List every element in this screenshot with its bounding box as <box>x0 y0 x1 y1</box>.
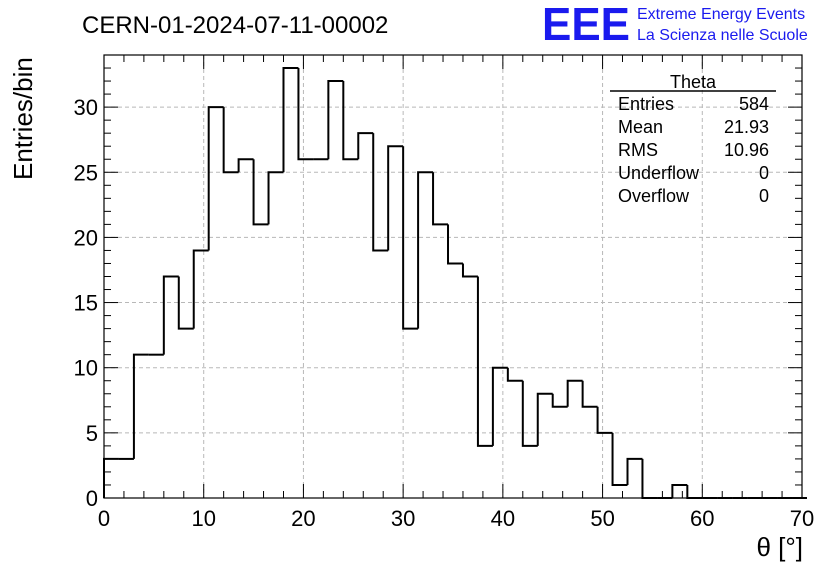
y-tick-label: 0 <box>86 486 98 511</box>
stats-rows: Entries 584 Mean 21.93 RMS 10.96 Underflow 0 Ove… <box>618 94 769 206</box>
stats-value: 584 <box>739 94 769 114</box>
histogram-bin <box>342 81 359 161</box>
histogram-bin <box>177 276 194 330</box>
histogram-bin <box>447 224 463 265</box>
stats-value: 10.96 <box>724 140 769 160</box>
stats-label: Mean <box>618 117 663 137</box>
histogram-bin <box>357 132 374 160</box>
histogram-bin <box>282 67 299 173</box>
y-tick-label: 15 <box>74 291 98 316</box>
x-tick-label: 70 <box>790 506 814 531</box>
histogram-bin <box>581 380 598 408</box>
stats-label: Overflow <box>618 186 690 206</box>
stats-value: 21.93 <box>724 117 769 137</box>
histogram-bin <box>387 145 404 251</box>
histogram-bin <box>671 483 688 498</box>
histogram-bin <box>432 172 449 226</box>
histogram-bin <box>506 367 523 382</box>
histogram-bin <box>536 392 553 446</box>
y-tick-label: 20 <box>74 225 98 250</box>
x-tick-label: 0 <box>98 506 110 531</box>
histogram-bin <box>491 366 508 446</box>
histogram-bin <box>162 275 179 355</box>
stats-label: RMS <box>618 140 658 160</box>
y-tick-label: 10 <box>74 356 98 381</box>
histogram-bin <box>476 276 493 447</box>
histogram-bin <box>132 353 149 459</box>
axis-ticks <box>103 54 803 499</box>
histogram-bin <box>207 106 224 251</box>
histogram-bin <box>626 457 643 485</box>
histogram-bin <box>192 249 209 329</box>
histogram-bin <box>327 80 344 160</box>
x-tick-label: 10 <box>191 506 215 531</box>
histogram-bin <box>402 146 419 330</box>
logo-line-1: Extreme Energy Events <box>637 6 805 23</box>
histogram-bin <box>566 379 583 407</box>
x-tick-label: 30 <box>391 506 415 531</box>
histogram-bin <box>611 432 628 486</box>
histogram-bin <box>297 68 314 161</box>
y-tick-label: 25 <box>74 160 98 185</box>
stats-label: Entries <box>618 94 674 114</box>
histogram-bin <box>417 171 434 329</box>
stats-value: 0 <box>759 163 769 183</box>
stats-label: Underflow <box>618 163 700 183</box>
histogram-bin <box>372 133 389 252</box>
x-tick-label: 50 <box>590 506 614 531</box>
histogram-bin <box>237 158 254 173</box>
histogram-bin <box>222 107 239 174</box>
eee-logo-letters: EEE <box>542 0 630 50</box>
histogram-bin <box>521 380 538 447</box>
histogram-bin <box>267 171 284 225</box>
y-tick-label: 30 <box>74 95 98 120</box>
stats-box: Theta Entries 584 Mean 21.93 RMS 10.96 Underfl… <box>610 72 776 206</box>
histogram-bin <box>596 406 613 434</box>
y-axis-title: Entries/bin <box>8 57 38 180</box>
y-tick-labels: 0 5 10 15 20 25 30 <box>74 95 98 511</box>
x-tick-label: 20 <box>291 506 315 531</box>
histogram-bars <box>103 67 807 499</box>
histogram-bin <box>686 484 703 499</box>
x-tick-labels: 0 10 20 30 40 50 60 70 <box>98 506 814 531</box>
x-axis-title: θ [°] <box>756 532 803 562</box>
histogram-bin <box>641 458 658 499</box>
logo-line-2: La Scienza nelle Scuole <box>637 27 808 44</box>
histogram-bin <box>103 457 119 498</box>
stats-value: 0 <box>759 186 769 206</box>
histogram-bin <box>461 263 478 278</box>
histogram-bin <box>252 159 269 226</box>
chart-title: CERN-01-2024-07-11-00002 <box>82 12 388 39</box>
stats-title: Theta <box>670 72 717 92</box>
histogram-bin <box>551 393 568 408</box>
x-tick-label: 60 <box>690 506 714 531</box>
x-tick-label: 40 <box>491 506 515 531</box>
y-tick-label: 5 <box>86 421 98 446</box>
grid-lines <box>104 55 802 498</box>
